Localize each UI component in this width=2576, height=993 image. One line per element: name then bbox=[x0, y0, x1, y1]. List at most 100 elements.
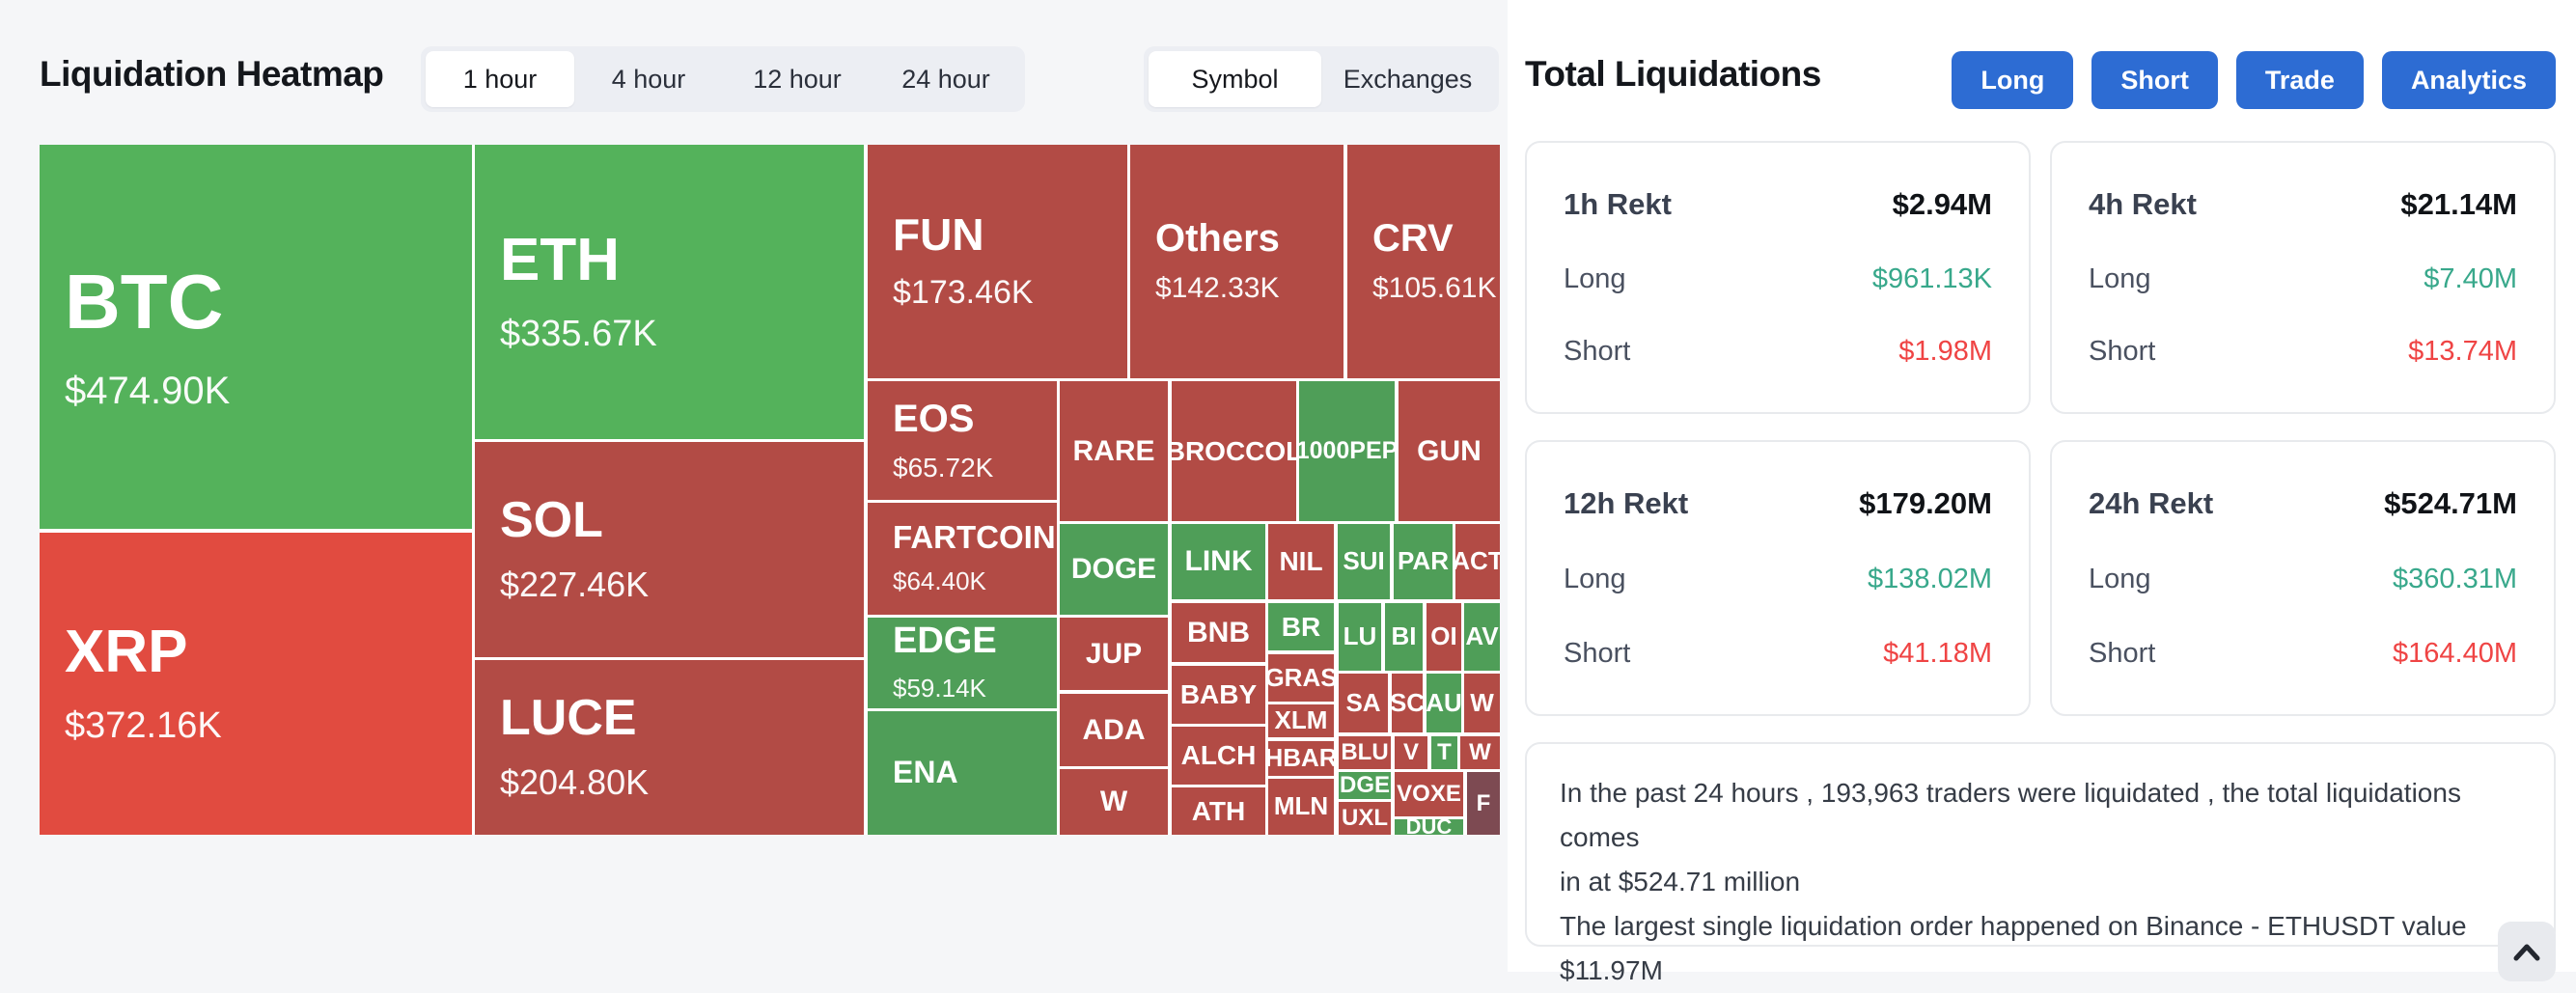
treemap-tile-mln[interactable]: MLN bbox=[1268, 779, 1334, 835]
treemap-tile-act[interactable]: ACT bbox=[1455, 524, 1500, 599]
card-title: 1h Rekt bbox=[1564, 187, 1672, 221]
tab-12-hour[interactable]: 12 hour bbox=[753, 64, 842, 94]
tile-value: $65.72K bbox=[893, 452, 994, 483]
treemap-tile-1000pep[interactable]: 1000PEP bbox=[1299, 381, 1395, 521]
tab-1-hour[interactable]: 1 hour bbox=[426, 51, 574, 107]
tab-symbol[interactable]: Symbol bbox=[1149, 51, 1321, 107]
tab-4-hour[interactable]: 4 hour bbox=[611, 64, 686, 94]
analytics-button[interactable]: Analytics bbox=[2381, 51, 2556, 109]
treemap-tile-alch[interactable]: ALCH bbox=[1172, 727, 1265, 785]
treemap-tile-gras[interactable]: GRAS bbox=[1268, 654, 1334, 702]
treemap-tile-oi[interactable]: OI bbox=[1426, 603, 1461, 671]
treemap-tile-broccol[interactable]: BROCCOL bbox=[1172, 381, 1296, 521]
tile-symbol: DOGE bbox=[1070, 553, 1157, 586]
total-liquidations-title: Total Liquidations bbox=[1525, 54, 1821, 94]
liquidation-summary-box: In the past 24 hours , 193,963 traders w… bbox=[1525, 742, 2556, 985]
treemap-tile-luce[interactable]: LUCE $204.80K bbox=[475, 660, 864, 835]
treemap-tile-edge[interactable]: EDGE $59.14K bbox=[868, 618, 1057, 708]
short-value: $164.40M bbox=[2393, 638, 2517, 669]
treemap-tile-dge[interactable]: DGE bbox=[1339, 772, 1391, 799]
treemap-tile-sol[interactable]: SOL $227.46K bbox=[475, 442, 864, 657]
treemap-tile-fun[interactable]: FUN $173.46K bbox=[868, 145, 1127, 378]
long-value: $7.40M bbox=[2424, 262, 2517, 294]
rekt-card-12h: 12h Rekt $179.20M Long $138.02M Short $4… bbox=[1525, 440, 2031, 716]
tile-symbol: SC bbox=[1392, 687, 1423, 717]
treemap-tile-baby[interactable]: BABY bbox=[1172, 666, 1265, 724]
treemap-tile-ada[interactable]: ADA bbox=[1060, 694, 1168, 766]
short-label: Short bbox=[1564, 638, 1631, 669]
tile-symbol: GUN bbox=[1417, 434, 1482, 467]
tile-symbol: SA bbox=[1345, 687, 1381, 717]
treemap-tile-eth[interactable]: ETH $335.67K bbox=[475, 145, 864, 439]
tile-value: $474.90K bbox=[65, 369, 231, 412]
treemap-tile-xrp[interactable]: XRP $372.16K bbox=[40, 533, 472, 835]
card-title: 12h Rekt bbox=[1564, 486, 1689, 520]
long-label: Long bbox=[1564, 564, 1626, 594]
tile-symbol: EOS bbox=[893, 397, 975, 440]
treemap-tile-br[interactable]: BR bbox=[1268, 603, 1334, 650]
treemap-tile-btc[interactable]: BTC $474.90K bbox=[40, 145, 472, 529]
summary-line: $11.97M bbox=[1560, 955, 1663, 985]
long-button[interactable]: Long bbox=[1952, 51, 2074, 109]
treemap-tile-sa[interactable]: SA bbox=[1339, 674, 1388, 732]
treemap-tile-lu[interactable]: LU bbox=[1339, 603, 1381, 671]
treemap-tile-uxl[interactable]: UXL bbox=[1339, 802, 1391, 835]
tile-symbol: ATH bbox=[1191, 795, 1246, 826]
treemap-tile-fartcoin[interactable]: FARTCOIN $64.40K bbox=[868, 503, 1057, 615]
scroll-to-top-button[interactable] bbox=[2498, 922, 2556, 981]
treemap-tile-w[interactable]: W bbox=[1464, 674, 1500, 732]
treemap-tile-av[interactable]: AV bbox=[1464, 603, 1500, 671]
card-total-value: $179.20M bbox=[1859, 486, 1992, 520]
long-value: $138.02M bbox=[1868, 564, 1992, 594]
liquidation-treemap: BTC $474.90K XRP $372.16K ETH $335.67K SOL $227… bbox=[40, 145, 1500, 835]
treemap-tile-crv[interactable]: CRV $105.61K bbox=[1347, 145, 1500, 378]
treemap-tile-rare[interactable]: RARE bbox=[1060, 381, 1168, 521]
treemap-tile-gun[interactable]: GUN bbox=[1399, 381, 1500, 521]
treemap-tile-others[interactable]: Others $142.33K bbox=[1130, 145, 1343, 378]
treemap-tile-bi[interactable]: BI bbox=[1385, 603, 1423, 671]
tile-symbol: DGE bbox=[1339, 772, 1390, 799]
treemap-tile-voxe[interactable]: VOXE bbox=[1395, 772, 1463, 816]
treemap-tile-w[interactable]: W bbox=[1460, 736, 1500, 769]
tab-exchanges[interactable]: Exchanges bbox=[1343, 64, 1473, 94]
tile-symbol: XLM bbox=[1274, 705, 1328, 735]
treemap-tile-xlm[interactable]: XLM bbox=[1268, 704, 1334, 737]
treemap-tile-par[interactable]: PAR bbox=[1394, 524, 1453, 599]
tile-symbol: F bbox=[1476, 789, 1491, 816]
tile-symbol: W bbox=[1469, 739, 1491, 766]
treemap-tile-t[interactable]: T bbox=[1431, 736, 1457, 769]
symbol-exchanges-toggle: Symbol Exchanges bbox=[1144, 46, 1499, 112]
treemap-tile-f[interactable]: F bbox=[1467, 772, 1500, 835]
short-button[interactable]: Short bbox=[2091, 51, 2218, 109]
treemap-tile-duc[interactable]: DUC bbox=[1395, 819, 1463, 835]
treemap-tile-ena[interactable]: ENA bbox=[868, 711, 1057, 835]
tile-symbol: ENA bbox=[893, 755, 958, 790]
treemap-tile-au[interactable]: AU bbox=[1426, 674, 1461, 732]
tile-symbol: DUC bbox=[1405, 819, 1453, 835]
treemap-tile-blu[interactable]: BLU bbox=[1339, 736, 1391, 769]
treemap-tile-ath[interactable]: ATH bbox=[1172, 787, 1265, 835]
treemap-tile-bnb[interactable]: BNB bbox=[1172, 603, 1265, 662]
summary-line: in at $524.71 million bbox=[1560, 867, 1801, 896]
rekt-card-24h: 24h Rekt $524.71M Long $360.31M Short $1… bbox=[2050, 440, 2556, 716]
tile-symbol: XRP bbox=[65, 619, 188, 686]
treemap-tile-eos[interactable]: EOS $65.72K bbox=[868, 381, 1057, 500]
treemap-tile-doge[interactable]: DOGE bbox=[1060, 524, 1168, 615]
card-title: 4h Rekt bbox=[2089, 187, 2197, 221]
treemap-tile-sui[interactable]: SUI bbox=[1338, 524, 1390, 599]
treemap-tile-hbar[interactable]: HBAR bbox=[1268, 741, 1334, 776]
treemap-tile-v[interactable]: V bbox=[1395, 736, 1427, 769]
tile-symbol: NIL bbox=[1279, 546, 1323, 577]
treemap-tile-nil[interactable]: NIL bbox=[1268, 524, 1334, 599]
tab-24-hour[interactable]: 24 hour bbox=[901, 64, 990, 94]
treemap-tile-link[interactable]: LINK bbox=[1172, 524, 1265, 599]
treemap-tile-jup[interactable]: JUP bbox=[1060, 618, 1168, 690]
short-value: $1.98M bbox=[1898, 336, 1992, 367]
treemap-tile-w[interactable]: W bbox=[1060, 769, 1168, 835]
tile-symbol: PAR bbox=[1398, 546, 1449, 576]
tile-symbol: FARTCOIN bbox=[893, 519, 1056, 556]
tile-symbol: UXL bbox=[1342, 805, 1388, 832]
card-total-value: $21.14M bbox=[2400, 187, 2517, 221]
treemap-tile-sc[interactable]: SC bbox=[1392, 674, 1423, 732]
trade-button[interactable]: Trade bbox=[2235, 51, 2364, 109]
